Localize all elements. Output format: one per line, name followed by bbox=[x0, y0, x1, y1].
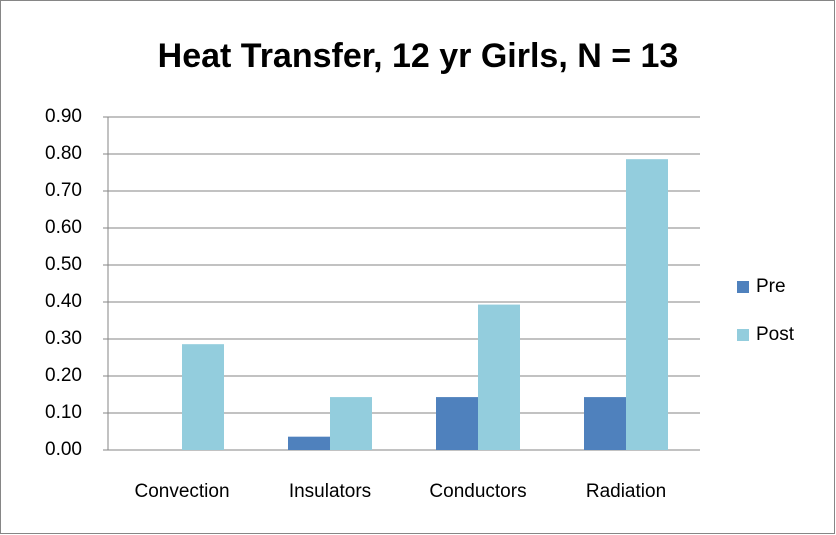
y-tick-label: 0.20 bbox=[45, 365, 82, 386]
y-tick-label: 0.30 bbox=[45, 328, 82, 349]
legend-label: Post bbox=[756, 324, 795, 345]
bar bbox=[626, 159, 668, 450]
legend-label: Pre bbox=[756, 276, 786, 297]
y-tick-label: 0.00 bbox=[45, 439, 82, 460]
bar bbox=[330, 397, 372, 450]
bar bbox=[182, 344, 224, 450]
y-tick-label: 0.50 bbox=[45, 254, 82, 275]
legend-swatch bbox=[737, 281, 749, 293]
y-tick-label: 0.90 bbox=[45, 106, 82, 127]
x-tick-label: Insulators bbox=[289, 481, 371, 502]
chart-title: Heat Transfer, 12 yr Girls, N = 13 bbox=[158, 37, 679, 75]
x-tick-label: Convection bbox=[134, 481, 229, 502]
x-tick-label: Radiation bbox=[586, 481, 666, 502]
y-tick-label: 0.10 bbox=[45, 402, 82, 423]
bar bbox=[584, 397, 626, 450]
legend-swatch bbox=[737, 329, 749, 341]
bar bbox=[478, 304, 520, 450]
y-tick-label: 0.60 bbox=[45, 217, 82, 238]
bar bbox=[436, 397, 478, 450]
y-tick-label: 0.70 bbox=[45, 180, 82, 201]
y-tick-label: 0.80 bbox=[45, 143, 82, 164]
y-tick-label: 0.40 bbox=[45, 291, 82, 312]
x-tick-label: Conductors bbox=[429, 481, 526, 502]
bar bbox=[288, 436, 330, 450]
